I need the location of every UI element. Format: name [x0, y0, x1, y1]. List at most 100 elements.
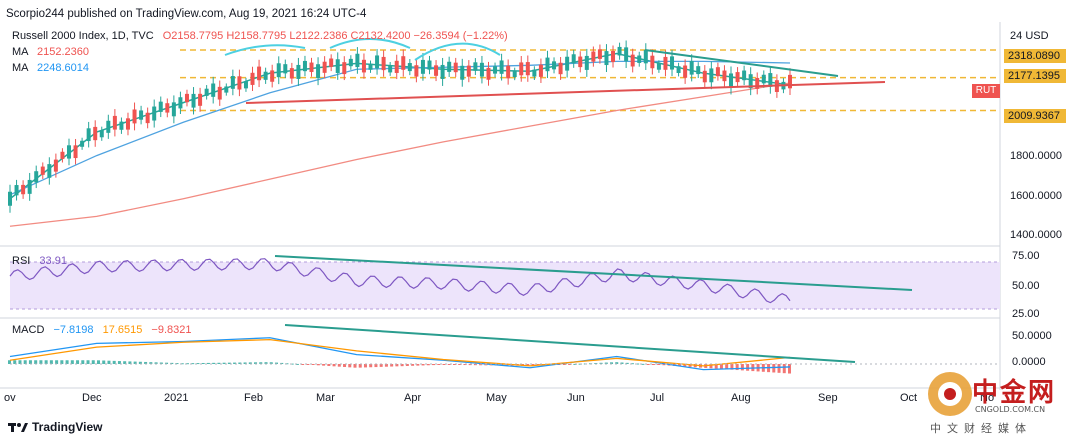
macd-histogram-bar — [573, 363, 577, 365]
candle-body — [420, 59, 425, 74]
candle-body — [211, 83, 216, 97]
candle-body — [198, 93, 203, 106]
macd-histogram-bar — [290, 363, 294, 365]
candle-body — [434, 65, 439, 76]
tradingview-footer[interactable]: TradingView — [8, 420, 102, 434]
symbol-price-tag: RUT — [972, 84, 1000, 98]
candle-body — [414, 65, 419, 77]
candle-body — [191, 93, 196, 108]
macd-histogram-bar — [447, 364, 451, 365]
x-tick-aug: Aug — [731, 392, 751, 404]
macd-histogram-bar — [405, 364, 409, 366]
macd-histogram-bar — [86, 360, 90, 364]
macd-histogram-bar — [432, 364, 436, 366]
x-tick-nov-end: No — [980, 392, 995, 404]
macd-histogram-bar — [719, 364, 723, 369]
macd-histogram-bar — [112, 360, 116, 364]
candle-body — [519, 62, 524, 76]
candle-body — [270, 70, 275, 82]
candle-body — [578, 56, 583, 68]
macd-histogram-bar — [76, 360, 80, 364]
candle-body — [329, 58, 334, 67]
candle-body — [683, 65, 688, 78]
macd-histogram-bar — [484, 364, 488, 366]
macd-histogram-bar — [170, 362, 174, 364]
price-series-2 — [9, 82, 791, 227]
macd-histogram-bar — [327, 364, 331, 366]
candle-body — [604, 51, 609, 66]
candle-body — [617, 46, 622, 56]
macd-histogram-bar — [714, 364, 718, 369]
macd-histogram-bar — [625, 362, 629, 364]
macd-histogram-bar — [196, 363, 200, 365]
macd-histogram-bar — [123, 361, 127, 364]
legend-title-row: Russell 2000 Index, 1D, TVC O2158.7795 H… — [12, 30, 508, 42]
macd-histogram-bar — [238, 362, 242, 364]
macd-series-0 — [9, 337, 791, 371]
level-tag-3: 2009.9367 — [1004, 109, 1066, 123]
candle-body — [93, 126, 98, 141]
candle-body — [139, 110, 144, 120]
macd-histogram-bar — [662, 364, 666, 366]
macd-histogram-bar — [133, 361, 137, 364]
macd-histogram-bar — [332, 364, 336, 367]
support-trendline — [245, 81, 886, 104]
macd-histogram-bar — [709, 364, 713, 369]
candle-body — [80, 140, 85, 147]
candle-body — [401, 56, 406, 70]
candle-body — [381, 56, 386, 71]
macd-histogram-bar — [316, 364, 320, 366]
macd-histogram-bar — [55, 360, 59, 364]
macd-histogram-bar — [411, 364, 415, 366]
macd-histogram-bar — [191, 363, 195, 365]
macd-tick-0: 0.0000 — [1012, 356, 1046, 368]
macd-histogram-bar — [44, 360, 48, 364]
macd-histogram-bar — [81, 360, 85, 364]
candle-body — [322, 61, 327, 73]
candle-body — [624, 47, 629, 62]
macd-histogram-bar — [343, 364, 347, 367]
arc-annotation-2 — [329, 38, 411, 49]
macd-histogram-bar — [117, 361, 121, 364]
macd-histogram-bar — [646, 364, 650, 365]
macd-histogram-bar — [34, 360, 38, 364]
candle-body — [125, 118, 130, 130]
price-tick-1400: 1400.0000 — [1010, 229, 1062, 241]
macd-histogram-bar — [353, 364, 357, 368]
macd-histogram-bar — [374, 364, 378, 368]
macd-histogram-bar — [248, 362, 252, 364]
cngold-watermark-logo-icon — [928, 372, 972, 416]
candle-body — [597, 49, 602, 59]
macd-histogram-bar — [442, 364, 446, 365]
candle-body — [670, 56, 675, 70]
macd-histogram-bar — [102, 360, 106, 364]
macd-histogram-bar — [772, 364, 776, 373]
candle-body — [368, 63, 373, 70]
macd-histogram-bar — [144, 361, 148, 364]
macd-histogram-bar — [636, 363, 640, 365]
macd-histogram-bar — [630, 363, 634, 365]
candle-body — [237, 76, 242, 90]
macd-trendline — [284, 324, 856, 363]
macd-histogram-bar — [243, 362, 247, 364]
ma2-label: MA — [12, 62, 28, 74]
macd-histogram-bar — [18, 360, 22, 364]
tradingview-brand: TradingView — [32, 420, 103, 434]
candle-body — [722, 70, 727, 82]
candle-body — [342, 62, 347, 75]
x-tick-oct: Oct — [900, 392, 918, 404]
candle-body — [243, 81, 248, 89]
candle-body — [204, 88, 209, 96]
macd-histogram-bar — [49, 360, 53, 364]
macd-histogram-bar — [416, 364, 420, 366]
price-tick-1600: 1600.0000 — [1010, 190, 1062, 202]
level-tag-2: 2177.1395 — [1004, 69, 1066, 83]
macd-histogram-bar — [615, 362, 619, 364]
rsi-label: RSI — [12, 255, 31, 267]
macd-histogram-bar — [28, 360, 32, 364]
macd-histogram-bar — [468, 364, 472, 366]
macd-histogram-bar — [259, 362, 263, 364]
macd-histogram-bar — [264, 362, 268, 364]
macd-histogram-bar — [788, 364, 791, 374]
candle-body — [702, 70, 707, 83]
